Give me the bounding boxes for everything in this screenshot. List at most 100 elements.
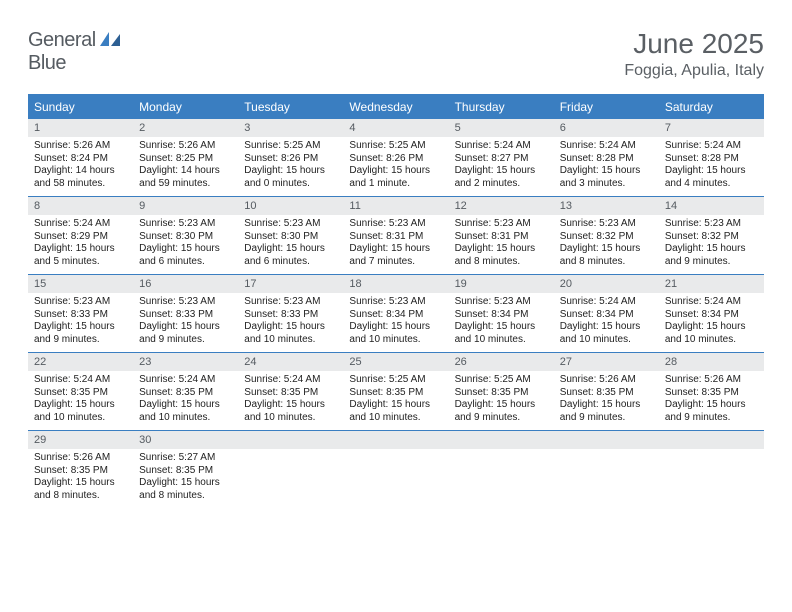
title-block: June 2025 Foggia, Apulia, Italy [624,28,764,80]
sunrise-line: Sunrise: 5:25 AM [349,140,442,153]
month-title: June 2025 [624,28,764,60]
sunset-line: Sunset: 8:34 PM [455,309,548,322]
day-cell: 14Sunrise: 5:23 AMSunset: 8:32 PMDayligh… [659,197,764,274]
day-body: Sunrise: 5:24 AMSunset: 8:35 PMDaylight:… [28,371,133,424]
daylight-line: Daylight: 15 hours and 10 minutes. [139,399,232,424]
sunrise-line: Sunrise: 5:26 AM [34,452,127,465]
day-cell [449,431,554,508]
day-number: 20 [554,275,659,293]
sunrise-line: Sunrise: 5:25 AM [455,374,548,387]
sunset-line: Sunset: 8:28 PM [665,153,758,166]
day-number: 5 [449,119,554,137]
day-cell: 2Sunrise: 5:26 AMSunset: 8:25 PMDaylight… [133,119,238,196]
sunrise-line: Sunrise: 5:23 AM [244,218,337,231]
week-row: 1Sunrise: 5:26 AMSunset: 8:24 PMDaylight… [28,118,764,196]
day-body: Sunrise: 5:25 AMSunset: 8:35 PMDaylight:… [343,371,448,424]
sunrise-line: Sunrise: 5:23 AM [349,218,442,231]
sunset-line: Sunset: 8:34 PM [349,309,442,322]
day-number: 14 [659,197,764,215]
daylight-line: Daylight: 15 hours and 9 minutes. [560,399,653,424]
day-body: Sunrise: 5:23 AMSunset: 8:30 PMDaylight:… [238,215,343,268]
sunrise-line: Sunrise: 5:23 AM [560,218,653,231]
daylight-line: Daylight: 15 hours and 4 minutes. [665,165,758,190]
day-body: Sunrise: 5:23 AMSunset: 8:30 PMDaylight:… [133,215,238,268]
daylight-line: Daylight: 15 hours and 9 minutes. [34,321,127,346]
sunset-line: Sunset: 8:35 PM [34,465,127,478]
weekday-header: Wednesday [343,96,448,118]
day-number: 15 [28,275,133,293]
day-body: Sunrise: 5:26 AMSunset: 8:25 PMDaylight:… [133,137,238,190]
sunrise-line: Sunrise: 5:24 AM [244,374,337,387]
daylight-line: Daylight: 15 hours and 1 minute. [349,165,442,190]
day-body: Sunrise: 5:24 AMSunset: 8:28 PMDaylight:… [554,137,659,190]
day-cell: 13Sunrise: 5:23 AMSunset: 8:32 PMDayligh… [554,197,659,274]
sunset-line: Sunset: 8:32 PM [665,231,758,244]
sunset-line: Sunset: 8:35 PM [665,387,758,400]
day-body: Sunrise: 5:24 AMSunset: 8:35 PMDaylight:… [133,371,238,424]
day-body: Sunrise: 5:23 AMSunset: 8:33 PMDaylight:… [28,293,133,346]
sunset-line: Sunset: 8:33 PM [244,309,337,322]
day-cell: 17Sunrise: 5:23 AMSunset: 8:33 PMDayligh… [238,275,343,352]
sunset-line: Sunset: 8:26 PM [349,153,442,166]
daylight-line: Daylight: 15 hours and 8 minutes. [455,243,548,268]
day-body: Sunrise: 5:25 AMSunset: 8:26 PMDaylight:… [238,137,343,190]
day-cell: 10Sunrise: 5:23 AMSunset: 8:30 PMDayligh… [238,197,343,274]
day-number: 12 [449,197,554,215]
sunrise-line: Sunrise: 5:23 AM [34,296,127,309]
day-body: Sunrise: 5:23 AMSunset: 8:34 PMDaylight:… [449,293,554,346]
day-body: Sunrise: 5:27 AMSunset: 8:35 PMDaylight:… [133,449,238,502]
day-number: 10 [238,197,343,215]
sunset-line: Sunset: 8:33 PM [139,309,232,322]
daylight-line: Daylight: 15 hours and 7 minutes. [349,243,442,268]
sunrise-line: Sunrise: 5:26 AM [139,140,232,153]
day-number: 17 [238,275,343,293]
sunset-line: Sunset: 8:30 PM [244,231,337,244]
day-cell: 3Sunrise: 5:25 AMSunset: 8:26 PMDaylight… [238,119,343,196]
day-cell: 16Sunrise: 5:23 AMSunset: 8:33 PMDayligh… [133,275,238,352]
sunset-line: Sunset: 8:34 PM [665,309,758,322]
day-body: Sunrise: 5:24 AMSunset: 8:34 PMDaylight:… [659,293,764,346]
week-row: 15Sunrise: 5:23 AMSunset: 8:33 PMDayligh… [28,274,764,352]
sunset-line: Sunset: 8:31 PM [349,231,442,244]
sunset-line: Sunset: 8:35 PM [244,387,337,400]
day-cell [554,431,659,508]
brand-part2: Blue [28,52,66,74]
day-body: Sunrise: 5:25 AMSunset: 8:26 PMDaylight:… [343,137,448,190]
sunrise-line: Sunrise: 5:23 AM [244,296,337,309]
day-cell: 24Sunrise: 5:24 AMSunset: 8:35 PMDayligh… [238,353,343,430]
daylight-line: Daylight: 15 hours and 8 minutes. [34,477,127,502]
day-number: 29 [28,431,133,449]
day-body: Sunrise: 5:23 AMSunset: 8:33 PMDaylight:… [238,293,343,346]
sunrise-line: Sunrise: 5:26 AM [34,140,127,153]
day-body: Sunrise: 5:26 AMSunset: 8:35 PMDaylight:… [28,449,133,502]
day-number: 16 [133,275,238,293]
day-cell: 4Sunrise: 5:25 AMSunset: 8:26 PMDaylight… [343,119,448,196]
daylight-line: Daylight: 15 hours and 10 minutes. [665,321,758,346]
day-cell: 29Sunrise: 5:26 AMSunset: 8:35 PMDayligh… [28,431,133,508]
brand-text: General Blue [28,28,120,75]
week-row: 29Sunrise: 5:26 AMSunset: 8:35 PMDayligh… [28,430,764,508]
day-cell: 15Sunrise: 5:23 AMSunset: 8:33 PMDayligh… [28,275,133,352]
day-body: Sunrise: 5:26 AMSunset: 8:35 PMDaylight:… [659,371,764,424]
weekday-header: Monday [133,96,238,118]
day-number: 21 [659,275,764,293]
week-row: 22Sunrise: 5:24 AMSunset: 8:35 PMDayligh… [28,352,764,430]
sunrise-line: Sunrise: 5:23 AM [139,296,232,309]
sunset-line: Sunset: 8:26 PM [244,153,337,166]
day-number: 30 [133,431,238,449]
day-cell: 12Sunrise: 5:23 AMSunset: 8:31 PMDayligh… [449,197,554,274]
sunset-line: Sunset: 8:27 PM [455,153,548,166]
day-body: Sunrise: 5:24 AMSunset: 8:28 PMDaylight:… [659,137,764,190]
sunset-line: Sunset: 8:35 PM [560,387,653,400]
day-number: 25 [343,353,448,371]
day-number: 9 [133,197,238,215]
day-cell: 18Sunrise: 5:23 AMSunset: 8:34 PMDayligh… [343,275,448,352]
day-body: Sunrise: 5:23 AMSunset: 8:33 PMDaylight:… [133,293,238,346]
sunset-line: Sunset: 8:31 PM [455,231,548,244]
sunrise-line: Sunrise: 5:23 AM [455,296,548,309]
daylight-line: Daylight: 15 hours and 10 minutes. [349,399,442,424]
page-root: General Blue June 2025 Foggia, Apulia, I… [0,0,792,508]
weekday-header: Saturday [659,96,764,118]
day-cell: 7Sunrise: 5:24 AMSunset: 8:28 PMDaylight… [659,119,764,196]
day-number: 3 [238,119,343,137]
